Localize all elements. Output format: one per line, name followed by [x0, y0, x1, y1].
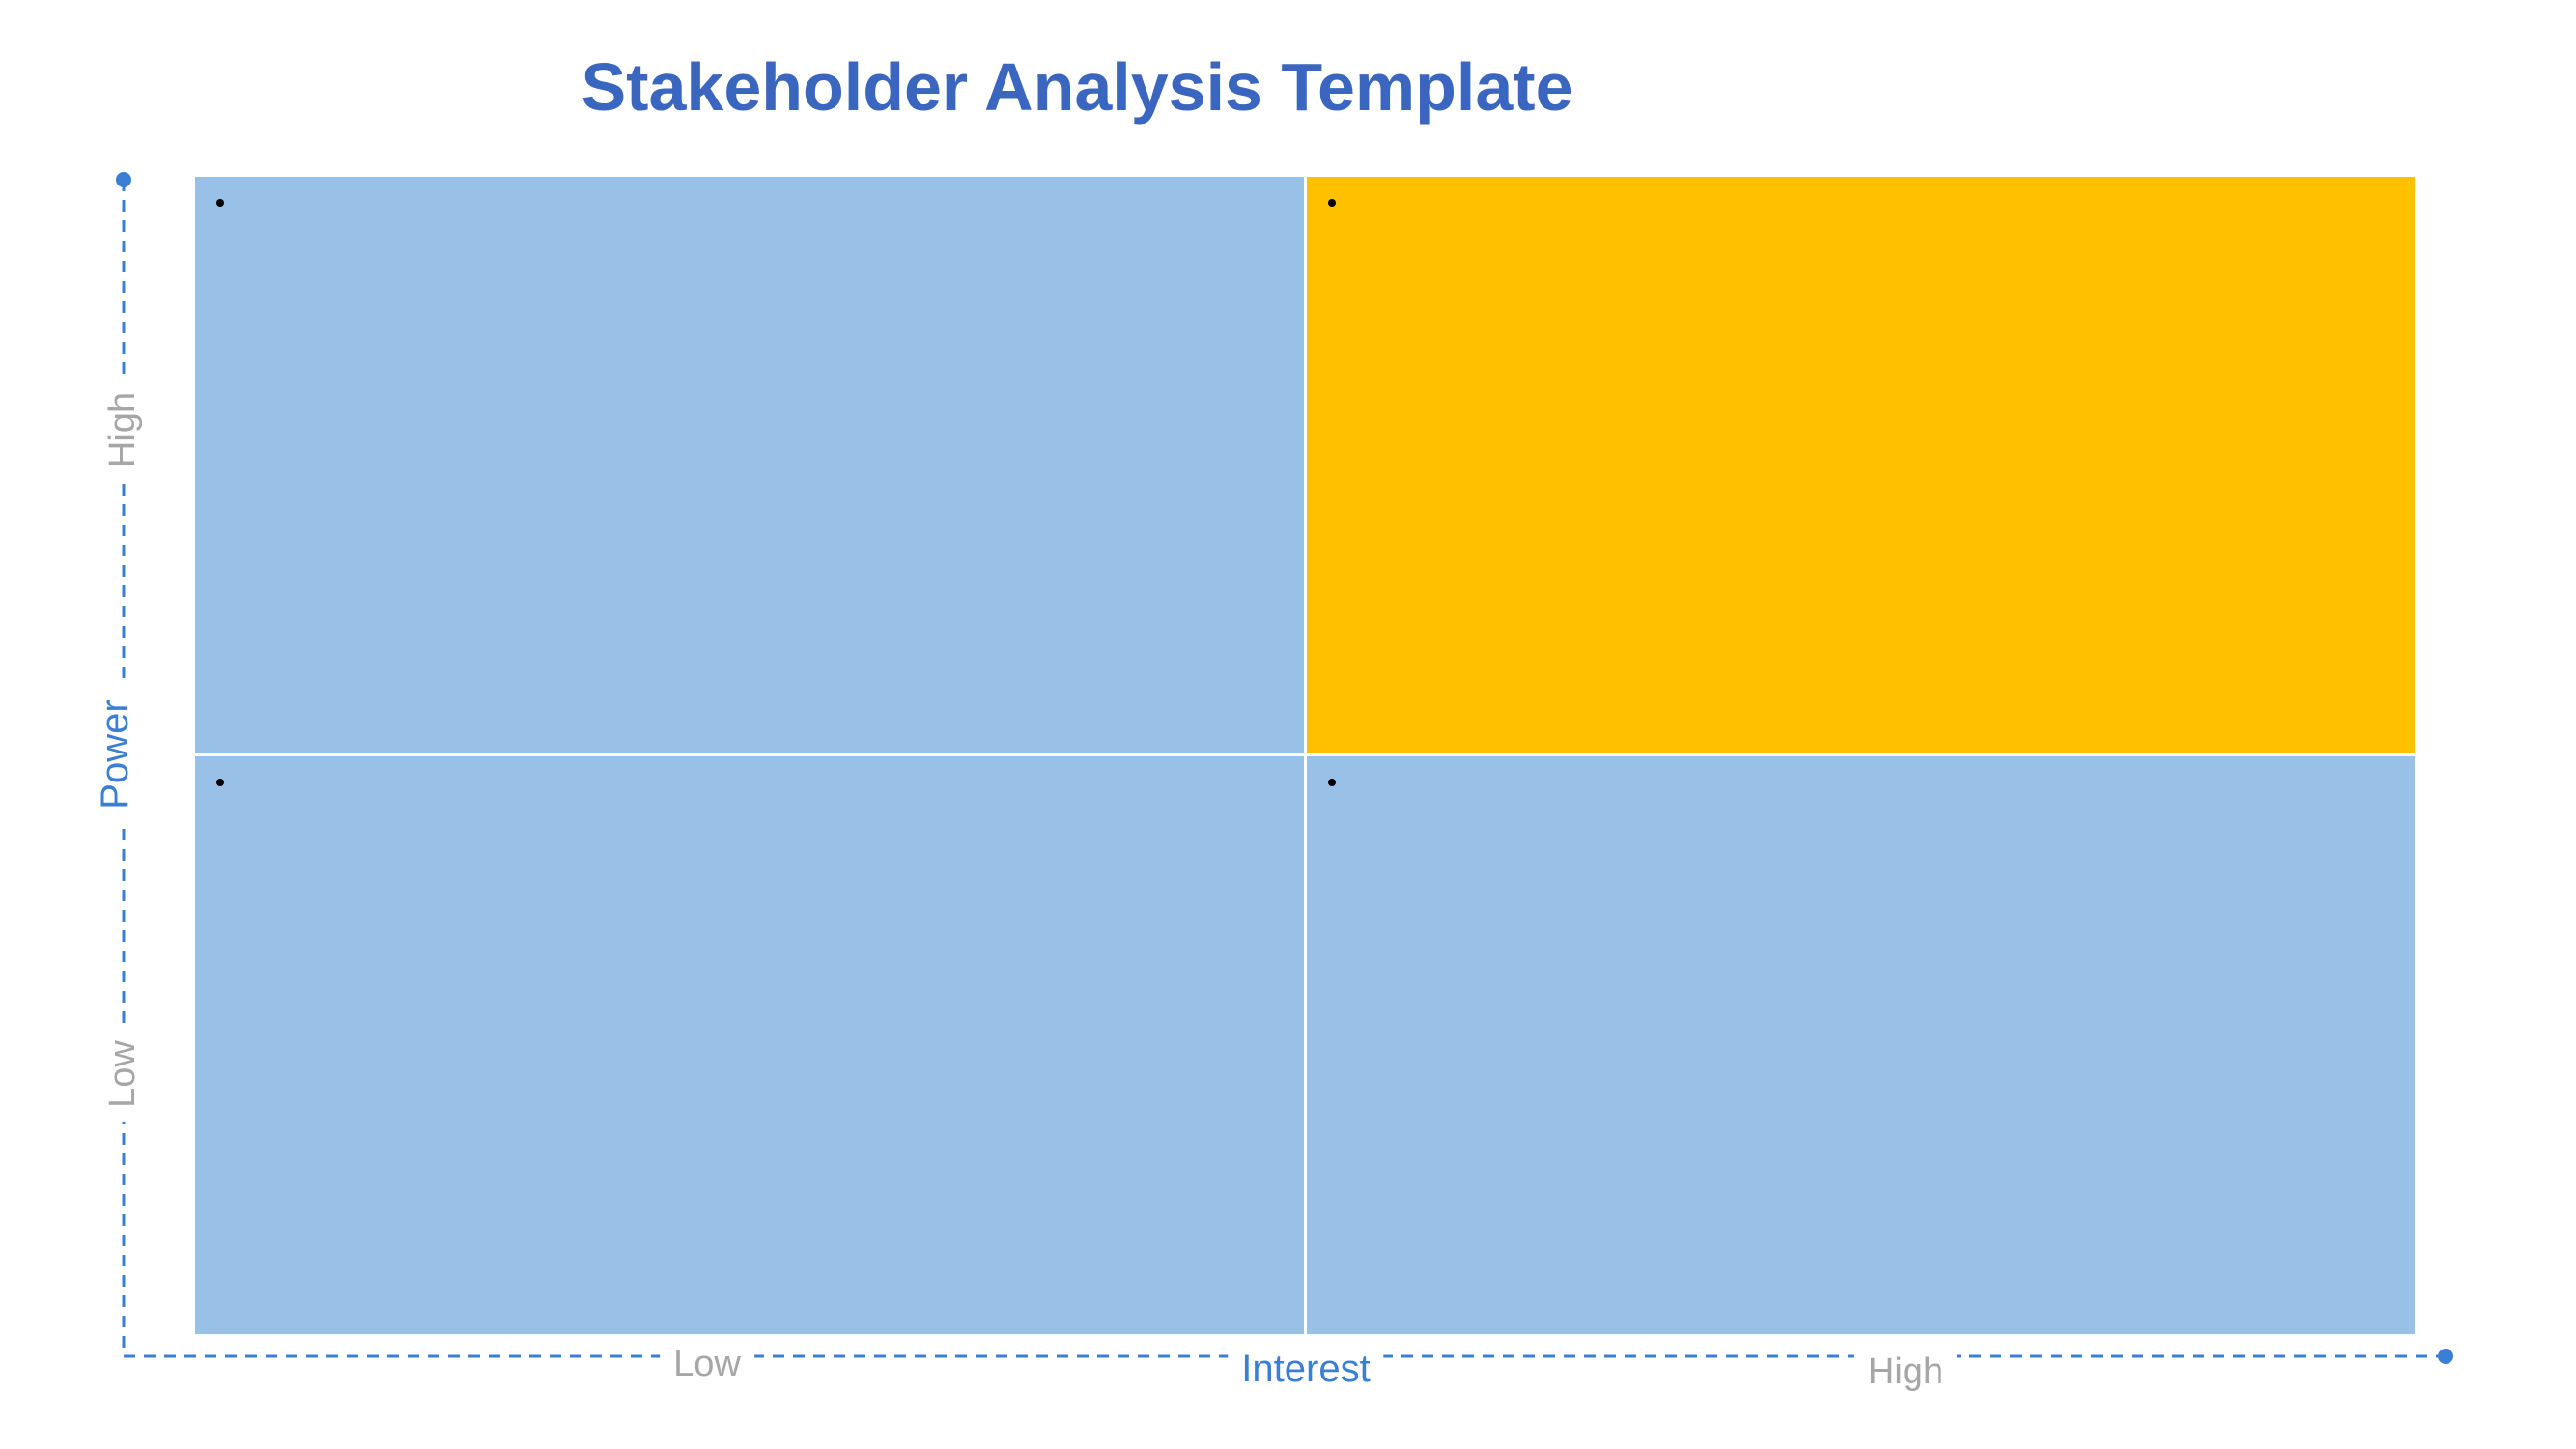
- y-axis-high-label: High: [102, 378, 143, 482]
- x-axis-low-label: Low: [660, 1346, 754, 1382]
- quadrant-low-power-low-interest[interactable]: [195, 756, 1304, 1334]
- stakeholder-matrix: [195, 177, 2415, 1334]
- bullet-point: [216, 199, 224, 207]
- quadrant-low-power-high-interest[interactable]: [1307, 756, 2415, 1334]
- y-axis-title: Power: [94, 686, 136, 823]
- bullet-point: [216, 779, 224, 786]
- x-axis-high-label: High: [1854, 1353, 1958, 1390]
- page-title: Stakeholder Analysis Template: [580, 49, 1573, 125]
- bullet-point: [1328, 199, 1336, 207]
- quadrant-high-power-high-interest[interactable]: [1307, 177, 2415, 753]
- bullet-point: [1328, 779, 1336, 786]
- x-axis-end-marker: [2438, 1349, 2453, 1364]
- y-axis-low-label: Low: [102, 1027, 143, 1122]
- x-axis-title: Interest: [1228, 1350, 1384, 1388]
- y-axis-end-marker: [116, 172, 131, 187]
- quadrant-high-power-low-interest[interactable]: [195, 177, 1304, 753]
